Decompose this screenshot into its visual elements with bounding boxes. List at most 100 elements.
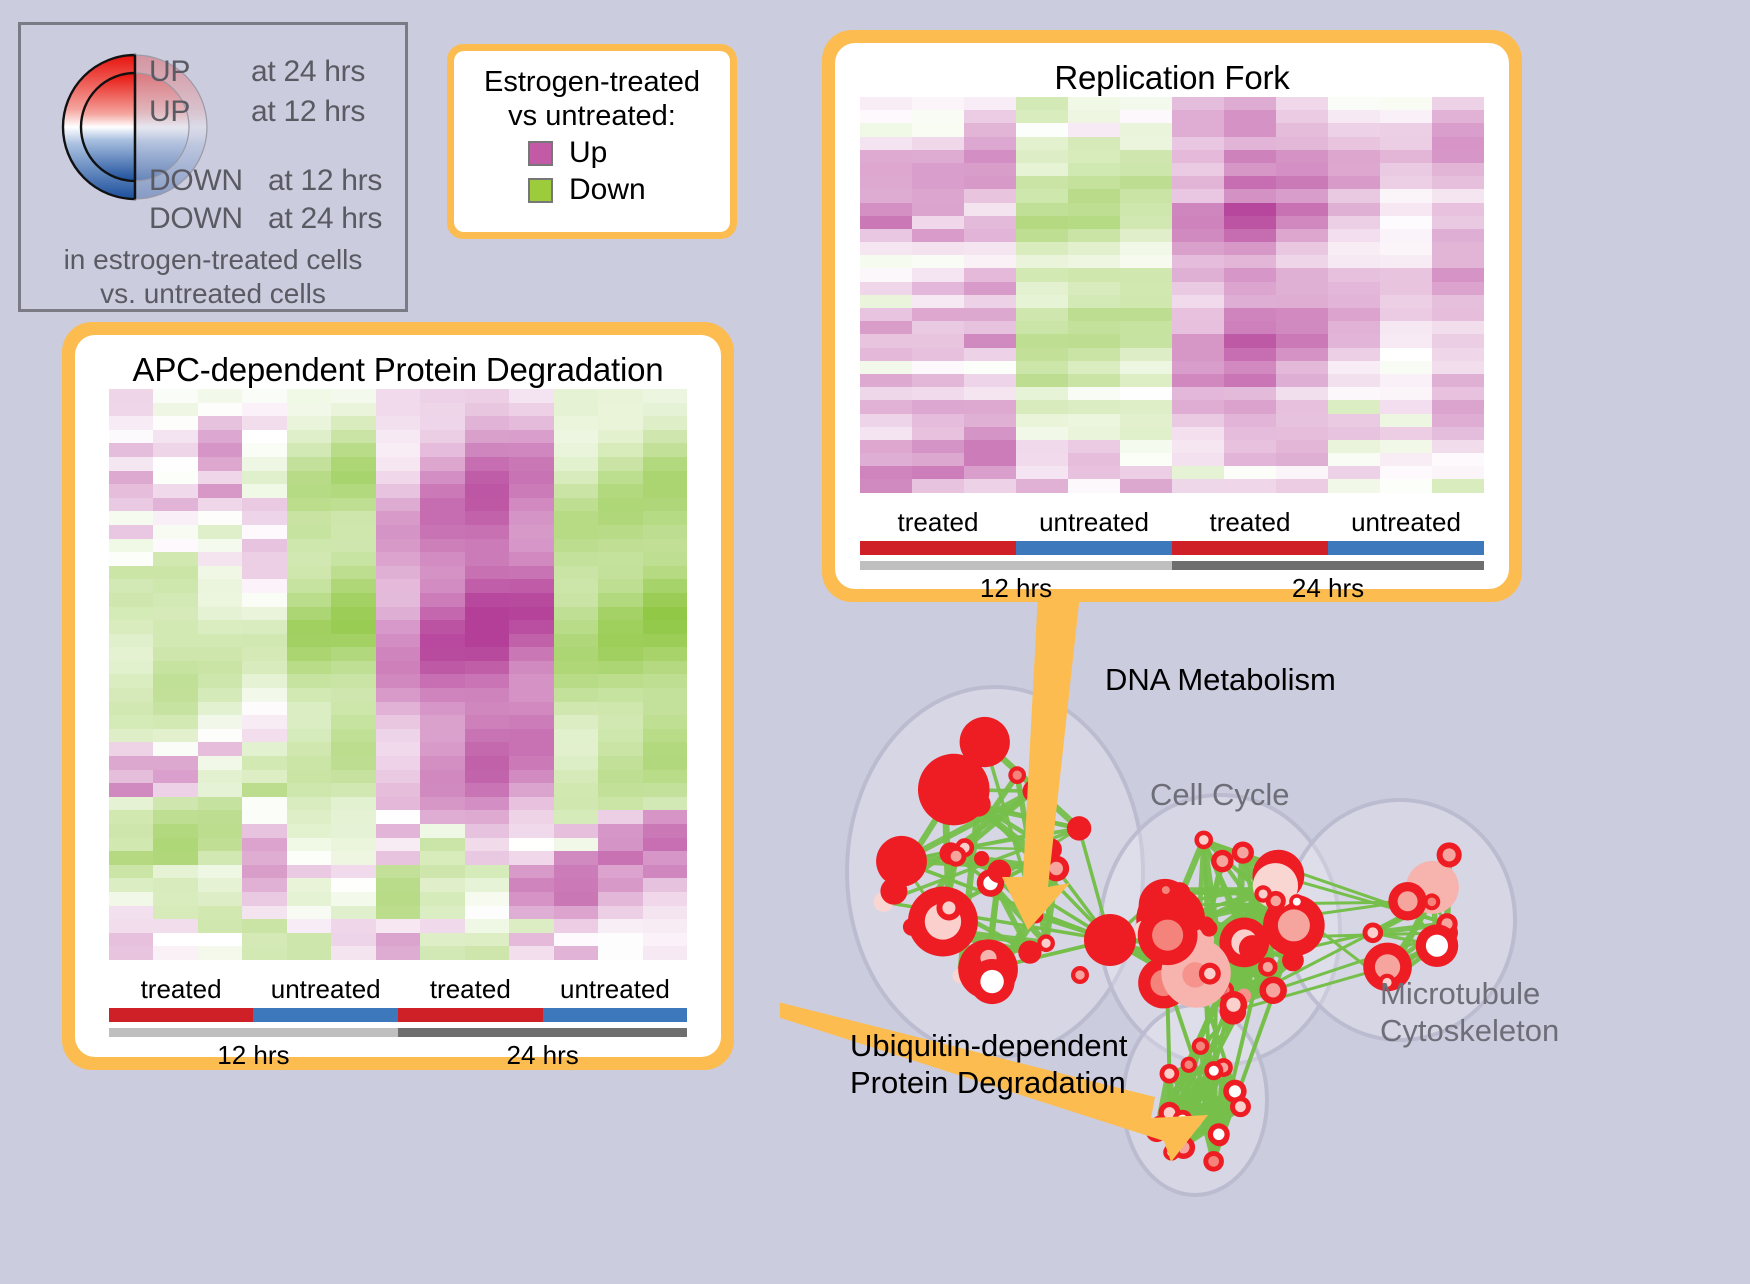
network-node[interactable] bbox=[1018, 941, 1041, 964]
heatmap-cell bbox=[860, 110, 912, 123]
heatmap-cell bbox=[198, 539, 243, 553]
heatmap-cell bbox=[153, 838, 198, 852]
heatmap-cell bbox=[331, 783, 376, 797]
panel-replication-fork: Replication Fork treated untreated treat… bbox=[822, 30, 1522, 602]
heatmap-cell bbox=[465, 906, 510, 920]
heatmap-cell bbox=[153, 715, 198, 729]
heatmap-cell bbox=[465, 783, 510, 797]
heatmap-cell bbox=[964, 321, 1016, 334]
network-node[interactable] bbox=[880, 878, 907, 905]
heatmap-cell bbox=[1120, 189, 1172, 202]
heatmap-cell bbox=[153, 906, 198, 920]
heatmap-cell bbox=[912, 229, 964, 242]
heatmap-cell bbox=[465, 824, 510, 838]
heatmap-cell bbox=[287, 525, 332, 539]
heatmap-cell bbox=[420, 647, 465, 661]
heatmap-cell bbox=[420, 539, 465, 553]
heatmap-cell bbox=[465, 661, 510, 675]
heatmap-cell bbox=[598, 471, 643, 485]
heatmap-cell bbox=[643, 933, 688, 947]
heatmap-cell bbox=[1328, 97, 1380, 110]
heatmap-cell bbox=[598, 715, 643, 729]
heatmap-cell bbox=[331, 566, 376, 580]
heatmap-cell bbox=[643, 443, 688, 457]
bar-treated-12 bbox=[109, 1008, 254, 1022]
heatmap-cell bbox=[1068, 216, 1120, 229]
heatmap-cell bbox=[964, 308, 1016, 321]
heatmap-cell bbox=[242, 607, 287, 621]
network-node[interactable] bbox=[960, 717, 1010, 767]
heatmap-cell bbox=[1328, 123, 1380, 136]
heatmap-cell bbox=[242, 851, 287, 865]
heatmap-cell bbox=[420, 552, 465, 566]
network-node[interactable] bbox=[1198, 916, 1214, 932]
heatmap-cell bbox=[420, 688, 465, 702]
heatmap-cell bbox=[554, 688, 599, 702]
network-node[interactable] bbox=[938, 792, 953, 807]
heatmap-cell bbox=[1120, 361, 1172, 374]
heatmap-cell bbox=[420, 919, 465, 933]
heatmap-cell bbox=[1068, 400, 1120, 413]
heatmap-cell bbox=[964, 466, 1016, 479]
heatmap-cell bbox=[964, 189, 1016, 202]
heatmap-cell bbox=[554, 715, 599, 729]
heatmap-cell bbox=[287, 906, 332, 920]
key-label-up: Up bbox=[569, 136, 607, 170]
heatmap-cell bbox=[198, 634, 243, 648]
heatmap-cell bbox=[465, 756, 510, 770]
heatmap-cell bbox=[912, 203, 964, 216]
network-node[interactable] bbox=[876, 836, 927, 887]
heatmap-cell bbox=[376, 810, 421, 824]
network-node[interactable] bbox=[974, 851, 989, 866]
heatmap-cell bbox=[465, 933, 510, 947]
heatmap-cell bbox=[242, 906, 287, 920]
network-node-core bbox=[1213, 1129, 1224, 1140]
heatmap-cell bbox=[1224, 453, 1276, 466]
heatmap-cell bbox=[331, 579, 376, 593]
heatmap-cell bbox=[554, 756, 599, 770]
heatmap-cell bbox=[287, 430, 332, 444]
heatmap-cell bbox=[1120, 400, 1172, 413]
heatmap-cell bbox=[509, 906, 554, 920]
wheel-time-down-12: at 12 hrs bbox=[268, 164, 382, 198]
heatmap-cell bbox=[912, 123, 964, 136]
heatmap-cell bbox=[198, 906, 243, 920]
network-node[interactable] bbox=[1282, 950, 1304, 972]
heatmap-cell bbox=[242, 498, 287, 512]
heatmap-cell bbox=[598, 457, 643, 471]
heatmap-cell bbox=[643, 607, 688, 621]
heatmap-cell bbox=[287, 443, 332, 457]
heatmap-cell bbox=[1068, 242, 1120, 255]
heatmap-cell bbox=[1016, 150, 1068, 163]
heatmap-cell bbox=[1016, 479, 1068, 492]
heatmap-cell bbox=[1172, 466, 1224, 479]
heatmap-cell bbox=[860, 295, 912, 308]
heatmap-cell bbox=[465, 647, 510, 661]
heatmap-cell bbox=[1016, 361, 1068, 374]
network-node[interactable] bbox=[1239, 935, 1266, 962]
heatmap-cell bbox=[1432, 387, 1484, 400]
heatmap-cell bbox=[964, 414, 1016, 427]
heatmap-cell bbox=[554, 906, 599, 920]
heatmap-cell bbox=[964, 427, 1016, 440]
heatmap-cell bbox=[198, 715, 243, 729]
network-node[interactable] bbox=[1067, 816, 1091, 840]
heatmap-cell bbox=[109, 593, 154, 607]
heatmap-cell bbox=[465, 702, 510, 716]
network-node[interactable] bbox=[1084, 914, 1136, 966]
heatmap-cell bbox=[643, 620, 688, 634]
heatmap-cell bbox=[153, 892, 198, 906]
heatmap-cell bbox=[198, 946, 243, 960]
heatmap-cell bbox=[912, 479, 964, 492]
heatmap-cell bbox=[420, 403, 465, 417]
heatmap-cell bbox=[109, 783, 154, 797]
network-node[interactable] bbox=[903, 918, 921, 936]
heatmap-cell bbox=[1276, 137, 1328, 150]
network-node[interactable] bbox=[966, 792, 991, 817]
heatmap-cell bbox=[376, 430, 421, 444]
heatmap-cell bbox=[598, 607, 643, 621]
heatmap-cell bbox=[912, 400, 964, 413]
heatmap-cell bbox=[1276, 374, 1328, 387]
heatmap-cell bbox=[242, 946, 287, 960]
heatmap-cell bbox=[198, 838, 243, 852]
